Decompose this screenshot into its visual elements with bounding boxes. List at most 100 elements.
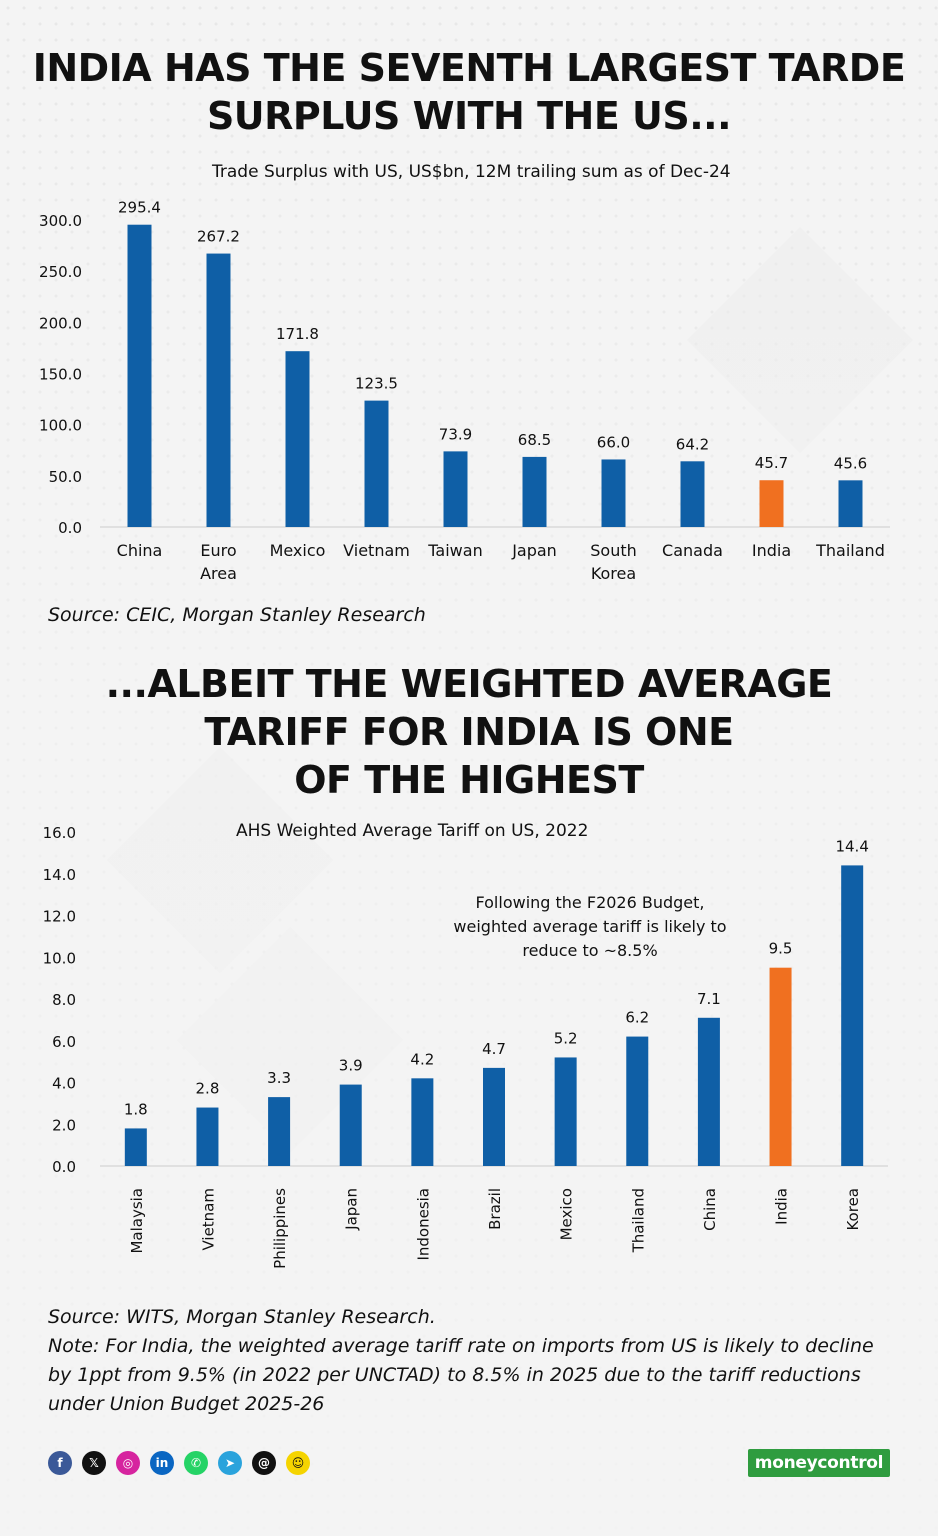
telegram-icon[interactable]: ➤: [218, 1451, 242, 1475]
value-label: 267.2: [197, 228, 240, 246]
chart2-title: AHS Weighted Average Tariff on US, 2022: [236, 821, 589, 841]
y-tick-label: 6.0: [52, 1033, 76, 1051]
bar-india: [769, 967, 792, 1166]
category-label: India: [752, 541, 791, 560]
y-tick-label: 16.0: [43, 824, 76, 842]
headline-top: INDIA HAS THE SEVENTH LARGEST TARDE SURP…: [0, 44, 938, 140]
value-label: 123.5: [355, 375, 398, 393]
category-label: Taiwan: [427, 541, 482, 560]
value-label: 2.8: [196, 1080, 220, 1098]
value-label: 45.6: [834, 454, 867, 472]
y-tick-label: 4.0: [52, 1075, 76, 1093]
value-label: 171.8: [276, 325, 319, 343]
bar-euro-area: [206, 253, 231, 527]
value-label: 73.9: [439, 425, 472, 443]
source-bottom: Source: WITS, Morgan Stanley Research.: [48, 1306, 436, 1328]
category-label: Korea: [844, 1188, 862, 1231]
y-tick-label: 50.0: [49, 468, 82, 486]
bar-korea: [841, 865, 864, 1166]
headline-top-line1: INDIA HAS THE SEVENTH LARGEST TARDE: [32, 46, 906, 90]
value-label: 64.2: [676, 435, 709, 453]
y-tick-label: 0.0: [52, 1158, 76, 1176]
social-icons-row: f 𝕏 ◎ in ✆ ➤ @ ☺: [48, 1451, 310, 1475]
y-tick-label: 12.0: [43, 908, 76, 926]
source-note-block: Source: WITS, Morgan Stanley Research. N…: [48, 1303, 898, 1419]
facebook-icon[interactable]: f: [48, 1451, 72, 1475]
tariff-chart: 0.0 2.0 4.0 6.0 8.0 10.0 12.0 14.0 16.0 1.8 Malays…: [43, 824, 888, 1269]
y-tick-label: 100.0: [39, 417, 82, 435]
y-tick-label: 150.0: [39, 366, 82, 384]
category-label: Brazil: [486, 1188, 504, 1230]
category-label: Mexico: [558, 1188, 576, 1240]
bar-brazil: [483, 1067, 505, 1166]
category-label: Indonesia: [414, 1188, 432, 1261]
category-label: Thailand: [629, 1188, 647, 1253]
value-label: 14.4: [835, 837, 868, 855]
category-label: South Korea: [590, 541, 637, 583]
value-label: 9.5: [769, 940, 793, 958]
value-label: 3.9: [339, 1057, 363, 1075]
category-label: Philippines: [271, 1188, 289, 1269]
y-tick-label: 14.0: [43, 866, 76, 884]
bar-thailand: [838, 480, 863, 527]
value-label: 1.8: [124, 1100, 148, 1118]
value-label: 68.5: [518, 431, 551, 449]
y-tick-label: 10.0: [43, 949, 76, 967]
bar-philippines: [268, 1097, 291, 1166]
value-label: 6.2: [625, 1009, 649, 1027]
value-label: 3.3: [267, 1069, 291, 1087]
bar-india: [759, 480, 784, 527]
category-label: Canada: [662, 541, 723, 560]
source-top: Source: CEIC, Morgan Stanley Research: [48, 604, 426, 626]
headline-bottom: ...ALBEIT THE WEIGHTED AVERAGE TARIFF FO…: [0, 660, 938, 804]
headline-bottom-line3: OF THE HIGHEST: [294, 758, 644, 802]
headline-bottom-line2: TARIFF FOR INDIA IS ONE: [204, 710, 734, 754]
category-label: Mexico: [270, 541, 326, 560]
note-text: Note: For India, the weighted average ta…: [48, 1335, 874, 1415]
category-label: China: [117, 541, 163, 560]
bar-indonesia: [411, 1078, 434, 1166]
value-label: 7.1: [697, 990, 721, 1008]
value-label: 295.4: [118, 199, 161, 217]
bar-mexico: [554, 1057, 577, 1166]
threads-icon[interactable]: @: [252, 1451, 276, 1475]
category-label: India: [773, 1188, 791, 1225]
whatsapp-icon[interactable]: ✆: [184, 1451, 208, 1475]
snapchat-icon[interactable]: ☺: [286, 1451, 310, 1475]
y-tick-label: 0.0: [58, 519, 82, 537]
headline-bottom-line1: ...ALBEIT THE WEIGHTED AVERAGE: [105, 662, 833, 706]
chart1-title: Trade Surplus with US, US$bn, 12M traili…: [212, 162, 731, 182]
category-label: China: [701, 1188, 719, 1231]
y-tick-label: 2.0: [52, 1116, 76, 1134]
category-label: Vietnam: [199, 1188, 217, 1251]
value-label: 5.2: [554, 1029, 578, 1047]
instagram-icon[interactable]: ◎: [116, 1451, 140, 1475]
bar-south-korea: [601, 459, 626, 527]
value-label: 4.7: [482, 1040, 506, 1058]
value-label: 4.2: [410, 1050, 434, 1068]
bar-japan: [339, 1084, 362, 1166]
bar-china: [127, 224, 152, 527]
bar-mexico: [285, 351, 310, 527]
y-tick-label: 200.0: [39, 314, 82, 332]
bar-vietnam: [196, 1107, 219, 1166]
y-tick-label: 300.0: [39, 212, 82, 230]
category-label: Euro Area: [200, 541, 237, 583]
y-tick-label: 8.0: [52, 991, 76, 1009]
category-label: Japan: [511, 541, 557, 560]
x-icon[interactable]: 𝕏: [82, 1451, 106, 1475]
category-label: Japan: [343, 1188, 361, 1231]
value-label: 45.7: [755, 454, 788, 472]
linkedin-icon[interactable]: in: [150, 1451, 174, 1475]
category-label: Vietnam: [343, 541, 410, 560]
trade-surplus-chart: 0.0 50.0 100.0 150.0 200.0 250.0 300.0 295.4 Chi…: [39, 199, 890, 583]
bar-malaysia: [124, 1128, 147, 1166]
moneycontrol-logo[interactable]: moneycontrol: [748, 1449, 890, 1477]
budget-annotation: Following the F2026 Budget, weighted aver…: [453, 893, 726, 960]
bar-canada: [680, 461, 705, 527]
y-tick-label: 250.0: [39, 263, 82, 281]
bar-thailand: [626, 1036, 649, 1166]
headline-top-line2: SURPLUS WITH THE US...: [206, 94, 732, 138]
bar-taiwan: [443, 451, 468, 527]
